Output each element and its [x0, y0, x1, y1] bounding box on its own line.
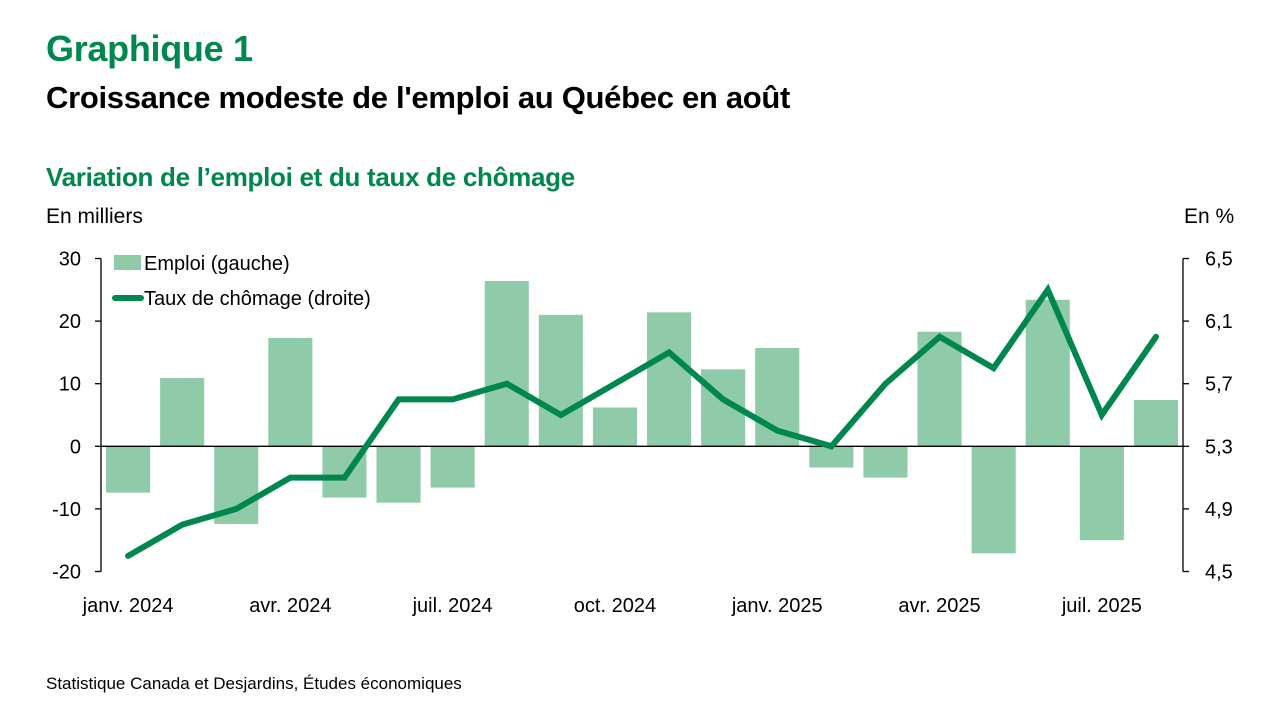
bar-emploi-7 — [484, 281, 529, 447]
left-axis-unit-label: En milliers — [46, 205, 143, 228]
left-tick-label: 10 — [59, 374, 81, 396]
left-tick-label: -20 — [52, 562, 81, 584]
legend: Emploi (gauche) Taux de chômage (droite) — [112, 253, 371, 310]
x-tick-label: janv. 2024 — [82, 595, 174, 617]
x-tick-label: oct. 2024 — [574, 595, 656, 617]
right-tick-label: 6,5 — [1205, 249, 1233, 271]
bar-emploi-14 — [863, 446, 908, 478]
x-tick-label: juil. 2024 — [412, 595, 493, 617]
source-note: Statistique Canada et Desjardins, Études… — [46, 674, 462, 693]
bar-emploi-9 — [592, 407, 637, 447]
right-tick-label: 5,3 — [1205, 436, 1233, 458]
bar-emploi-13 — [809, 446, 854, 468]
bar-emploi-5 — [376, 446, 421, 503]
bar-emploi-6 — [430, 446, 475, 488]
figure-label: Graphique 1 — [46, 28, 253, 69]
bar-emploi-0 — [106, 446, 151, 493]
chart-title: Croissance modeste de l'emploi au Québec… — [46, 80, 791, 115]
bar-emploi-1 — [160, 378, 205, 447]
line-layer — [125, 283, 1159, 559]
legend-swatch-emploi — [114, 255, 141, 270]
right-tick-label: 5,7 — [1205, 374, 1233, 396]
x-tick-label: avr. 2025 — [898, 595, 980, 617]
line-taux-chomage — [125, 283, 1159, 559]
right-tick-label: 4,5 — [1205, 562, 1233, 584]
bar-emploi-16 — [971, 446, 1016, 554]
chart-subtitle: Variation de l’emploi et du taux de chôm… — [46, 162, 575, 192]
bar-emploi-10 — [647, 312, 692, 447]
left-tick-label: 20 — [59, 311, 81, 333]
left-tick-label: 30 — [59, 249, 81, 271]
bars-layer — [106, 281, 1178, 554]
x-tick-label: janv. 2025 — [731, 595, 823, 617]
left-tick-label: 0 — [70, 436, 81, 458]
right-tick-label: 6,1 — [1205, 311, 1233, 333]
x-tick-label: avr. 2024 — [249, 595, 331, 617]
bar-emploi-8 — [538, 314, 583, 447]
left-tick-label: -10 — [52, 499, 81, 521]
legend-label-taux-chomage: Taux de chômage (droite) — [144, 288, 371, 310]
right-tick-label: 4,9 — [1205, 499, 1233, 521]
right-axis-unit-label: En % — [1184, 205, 1235, 228]
x-tick-label: juil. 2025 — [1061, 595, 1142, 617]
axes-layer: 30 20 10 0 -10 -20 6,5 6,1 5,7 5,3 4,9 4,5 janv. 202… — [52, 249, 1233, 618]
legend-label-emploi: Emploi (gauche) — [144, 253, 290, 275]
bar-emploi-3 — [268, 338, 313, 447]
bar-emploi-18 — [1079, 446, 1124, 541]
bar-emploi-19 — [1133, 399, 1178, 447]
